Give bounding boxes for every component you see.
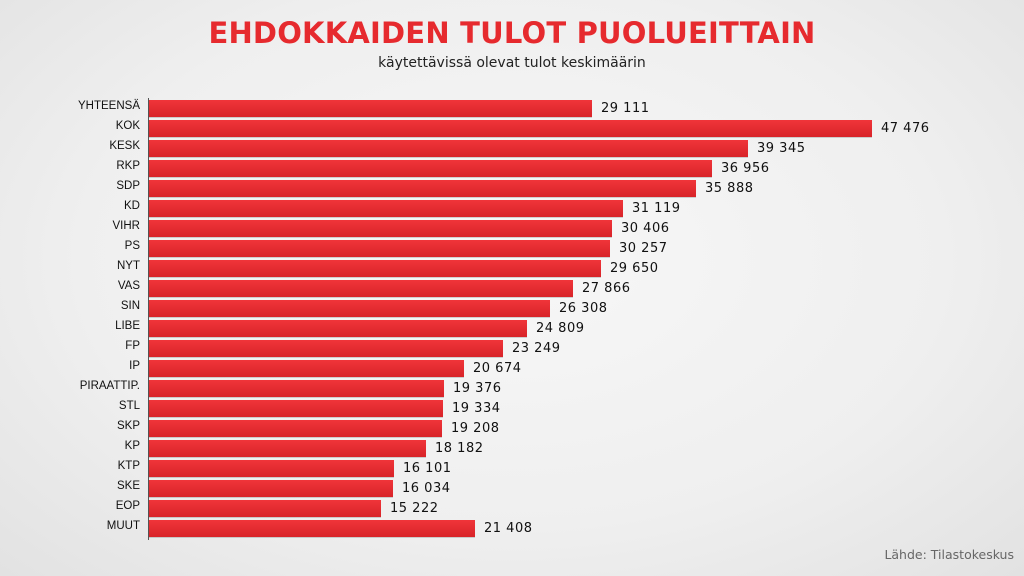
bar [149,240,610,257]
value-label: 23 249 [512,341,561,356]
category-label: SIN [120,300,140,312]
category-label: MUUT [106,520,140,532]
bar-row: FP 23 249 [0,338,1024,358]
category-label: SKP [116,420,140,432]
y-axis-line [148,98,149,540]
value-label: 16 034 [402,481,451,496]
bar [149,360,464,377]
bar-row: SKP 19 208 [0,418,1024,438]
bar-row: KESK 39 345 [0,138,1024,158]
value-label: 16 101 [403,461,452,476]
value-label: 29 111 [601,101,650,116]
value-label: 26 308 [559,301,608,316]
bar [149,340,503,357]
chart-title: EHDOKKAIDEN TULOT PUOLUEITTAIN [208,16,816,50]
bar [149,320,527,337]
bar-row: VIHR 30 406 [0,218,1024,238]
category-label: IP [129,360,140,372]
bar-row: KP 18 182 [0,438,1024,458]
bar [149,220,612,237]
bar-row: SKE 16 034 [0,478,1024,498]
bar [149,260,601,277]
bar [149,480,393,497]
value-label: 19 208 [451,421,500,436]
category-label: STL [118,400,140,412]
category-label: VIHR [112,220,140,232]
value-label: 30 406 [621,221,670,236]
bar-row: PIRAATTIP. 19 376 [0,378,1024,398]
bar [149,280,573,297]
value-label: 19 334 [452,401,501,416]
category-label: KD [124,200,140,212]
bar-row: RKP 36 956 [0,158,1024,178]
category-label: PS [124,240,140,252]
value-label: 15 222 [390,501,439,516]
bar-row: IP 20 674 [0,358,1024,378]
value-label: 47 476 [881,121,930,136]
bar [149,100,592,117]
category-label: FP [125,340,140,352]
bar [149,140,748,157]
bar-row: YHTEENSÄ 29 111 [0,98,1024,118]
value-label: 19 376 [453,381,502,396]
bar-row: PS 30 257 [0,238,1024,258]
bar-row: SIN 26 308 [0,298,1024,318]
bar-chart: YHTEENSÄ 29 111 KOK 47 476 KESK 39 345 RKP 36 9… [0,98,1024,540]
value-label: 31 119 [632,201,681,216]
value-label: 21 408 [484,521,533,536]
category-label: SKE [116,480,140,492]
category-label: KP [124,440,140,452]
bar-row: STL 19 334 [0,398,1024,418]
bar-row: KTP 16 101 [0,458,1024,478]
value-label: 35 888 [705,181,754,196]
source-note: Lähde: Tilastokeskus [884,547,1014,562]
category-label: KOK [115,120,140,132]
bar-row: MUUT 21 408 [0,518,1024,538]
category-label: KESK [109,140,140,152]
value-label: 30 257 [619,241,668,256]
bar [149,120,872,137]
category-label: LIBE [115,320,140,332]
value-label: 24 809 [536,321,585,336]
bar [149,180,696,197]
category-label: PIRAATTIP. [79,380,140,392]
value-label: 18 182 [435,441,484,456]
bar [149,300,550,317]
value-label: 27 866 [582,281,631,296]
bar-row: KD 31 119 [0,198,1024,218]
category-label: YHTEENSÄ [78,100,140,112]
bar [149,460,394,477]
value-label: 39 345 [757,141,806,156]
bar-row: VAS 27 866 [0,278,1024,298]
category-label: KTP [117,460,140,472]
bar-row: KOK 47 476 [0,118,1024,138]
bar [149,520,475,537]
bar [149,200,623,217]
bar [149,420,442,437]
bar-row: EOP 15 222 [0,498,1024,518]
bar [149,380,444,397]
value-label: 29 650 [610,261,659,276]
category-label: SDP [116,180,140,192]
bar-row: NYT 29 650 [0,258,1024,278]
bar-row: LIBE 24 809 [0,318,1024,338]
category-label: EOP [115,500,140,512]
chart-subtitle: käytettävissä olevat tulot keskimäärin [378,55,646,71]
category-label: RKP [116,160,140,172]
bar-row: SDP 35 888 [0,178,1024,198]
value-label: 20 674 [473,361,522,376]
category-label: VAS [117,280,140,292]
value-label: 36 956 [721,161,770,176]
bar [149,440,426,457]
bar [149,400,443,417]
category-label: NYT [117,260,140,272]
bar [149,500,381,517]
bar [149,160,712,177]
